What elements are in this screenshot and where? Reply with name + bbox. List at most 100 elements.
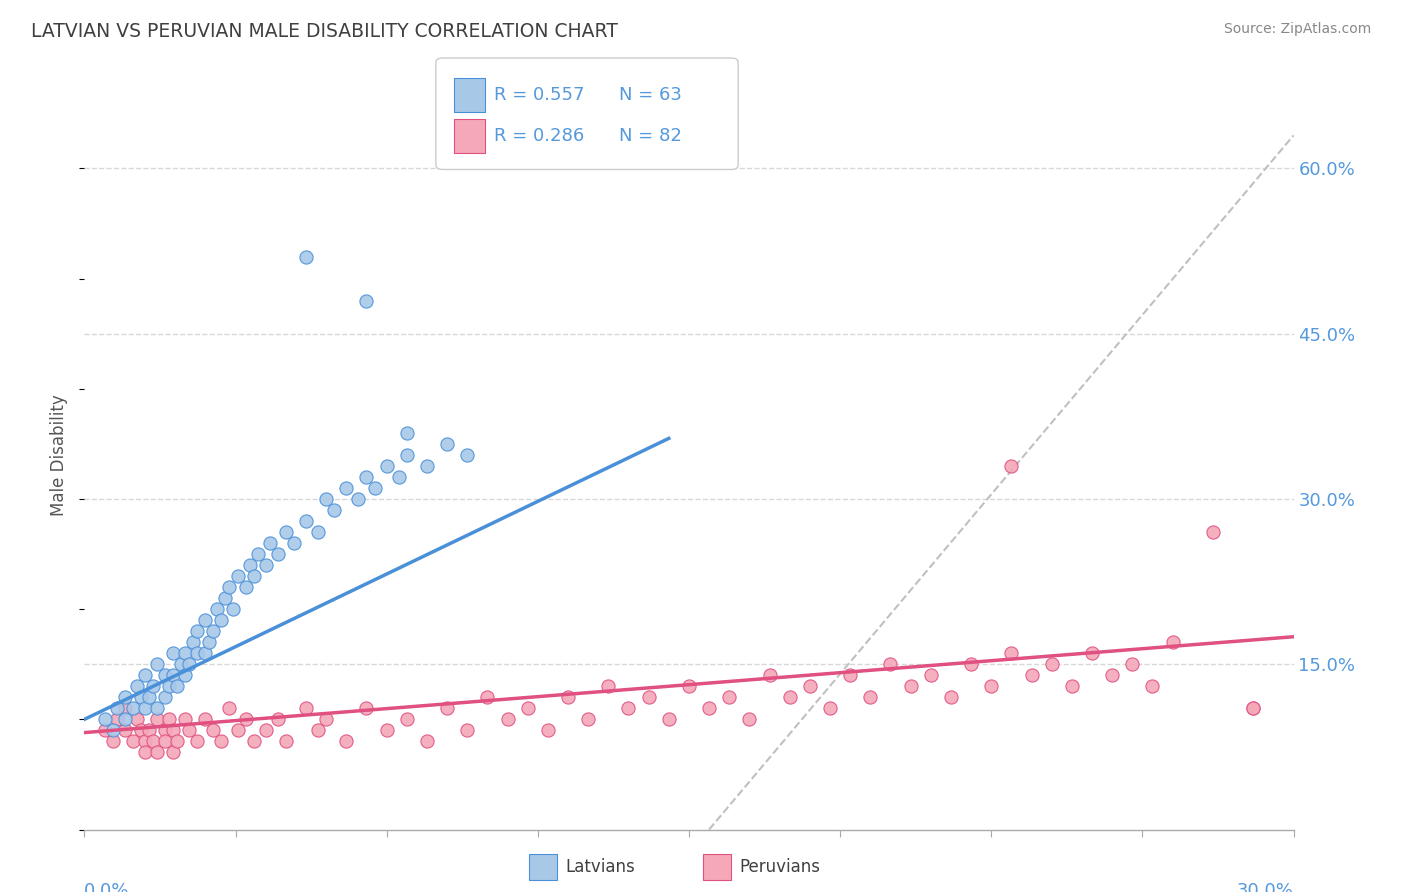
Point	[125, 712, 148, 726]
Point	[209, 734, 232, 748]
Point	[194, 613, 217, 627]
Point	[274, 734, 297, 748]
Point	[307, 723, 329, 738]
Point	[101, 734, 124, 748]
Point	[157, 679, 180, 693]
Point	[170, 657, 193, 672]
Point	[347, 491, 370, 506]
Point	[920, 668, 942, 682]
Point	[738, 712, 761, 726]
Point	[146, 657, 169, 672]
Point	[121, 701, 143, 715]
Point	[142, 734, 165, 748]
Point	[598, 679, 620, 693]
Point	[363, 481, 385, 495]
Point	[218, 701, 240, 715]
Point	[617, 701, 640, 715]
Point	[335, 734, 357, 748]
Point	[1021, 668, 1043, 682]
Point	[153, 734, 176, 748]
Point	[375, 458, 398, 473]
Point	[138, 723, 160, 738]
Text: N = 63: N = 63	[619, 87, 682, 104]
Point	[93, 723, 115, 738]
Point	[799, 679, 821, 693]
Point	[388, 470, 411, 484]
Point	[105, 712, 128, 726]
Point	[267, 712, 290, 726]
Point	[162, 646, 184, 660]
Point	[1241, 701, 1264, 715]
Point	[186, 624, 208, 639]
Point	[1040, 657, 1063, 672]
Point	[153, 723, 176, 738]
Text: 0.0%: 0.0%	[84, 882, 129, 892]
Point	[134, 746, 156, 760]
Point	[174, 668, 197, 682]
Point	[658, 712, 681, 726]
Point	[218, 580, 240, 594]
Point	[134, 668, 156, 682]
Point	[1060, 679, 1083, 693]
Point	[166, 734, 188, 748]
Point	[879, 657, 901, 672]
Point	[637, 690, 659, 705]
Point	[162, 746, 184, 760]
Point	[146, 746, 169, 760]
Point	[129, 690, 152, 705]
Point	[226, 569, 249, 583]
Point	[235, 580, 257, 594]
Point	[162, 668, 184, 682]
Point	[254, 558, 277, 573]
Point	[239, 558, 262, 573]
Text: R = 0.286: R = 0.286	[494, 128, 583, 145]
Point	[1241, 701, 1264, 715]
Point	[537, 723, 560, 738]
Point	[146, 701, 169, 715]
Point	[839, 668, 862, 682]
Point	[395, 712, 418, 726]
Point	[980, 679, 1002, 693]
Text: Source: ZipAtlas.com: Source: ZipAtlas.com	[1223, 22, 1371, 37]
Point	[1202, 524, 1225, 539]
Point	[295, 250, 318, 264]
Point	[129, 723, 152, 738]
Point	[114, 723, 136, 738]
Point	[226, 723, 249, 738]
Point	[174, 646, 197, 660]
Point	[134, 734, 156, 748]
Point	[242, 734, 264, 748]
Y-axis label: Male Disability: Male Disability	[51, 394, 69, 516]
Point	[194, 712, 217, 726]
Point	[395, 425, 418, 440]
Point	[859, 690, 882, 705]
Point	[267, 547, 290, 561]
Point	[818, 701, 841, 715]
Point	[101, 723, 124, 738]
Point	[375, 723, 398, 738]
Point	[153, 690, 176, 705]
Text: 30.0%: 30.0%	[1237, 882, 1294, 892]
Point	[456, 448, 478, 462]
Point	[416, 734, 439, 748]
Point	[697, 701, 720, 715]
Point	[153, 668, 176, 682]
Point	[222, 602, 245, 616]
Point	[436, 701, 458, 715]
Point	[1121, 657, 1143, 672]
Point	[1000, 458, 1022, 473]
Point	[335, 481, 357, 495]
Point	[114, 690, 136, 705]
Text: N = 82: N = 82	[619, 128, 682, 145]
Point	[1101, 668, 1123, 682]
Point	[356, 701, 378, 715]
Point	[105, 701, 128, 715]
Point	[134, 701, 156, 715]
Point	[576, 712, 599, 726]
Point	[174, 712, 197, 726]
Point	[179, 657, 201, 672]
Point	[207, 602, 229, 616]
Text: LATVIAN VS PERUVIAN MALE DISABILITY CORRELATION CHART: LATVIAN VS PERUVIAN MALE DISABILITY CORR…	[31, 22, 617, 41]
Text: Latvians: Latvians	[565, 858, 636, 876]
Point	[496, 712, 519, 726]
